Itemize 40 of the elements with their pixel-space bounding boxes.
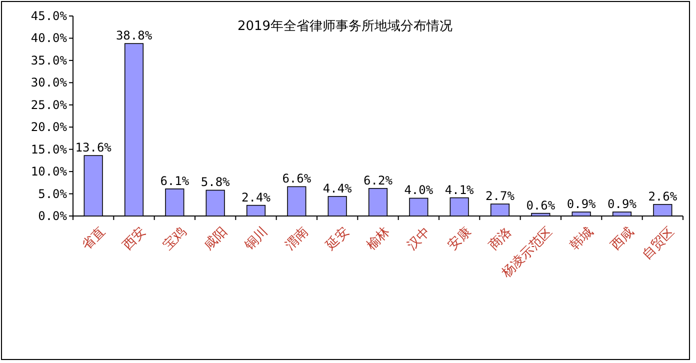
x-tick-label: 商洛 xyxy=(486,224,516,254)
data-label: 6.1% xyxy=(160,174,190,188)
x-tick-label: 安康 xyxy=(444,224,474,254)
x-tick-label: 咸阳 xyxy=(201,224,230,254)
y-tick-label: 30.0% xyxy=(30,76,68,90)
data-label: 38.8% xyxy=(116,28,153,43)
data-label: 0.6% xyxy=(526,198,556,212)
data-label: 2.7% xyxy=(486,189,516,203)
y-tick-label: 40.0% xyxy=(30,31,68,46)
x-tick-label: 榆林 xyxy=(364,224,394,254)
x-tick-label: 西咸 xyxy=(608,224,638,254)
data-label: 0.9% xyxy=(608,197,638,211)
data-label: 2.4% xyxy=(242,190,272,204)
data-label: 13.6% xyxy=(75,140,112,155)
data-label: 6.2% xyxy=(364,173,394,188)
x-tick-label: 延安 xyxy=(322,224,352,254)
y-tick-label: 5.0% xyxy=(38,186,68,201)
x-tick-label: 渭南 xyxy=(282,224,312,254)
y-tick-label: 10.0% xyxy=(30,164,68,179)
y-tick-label: 15.0% xyxy=(30,142,68,156)
y-tick-label: 25.0% xyxy=(30,98,68,112)
x-tick-label: 铜川 xyxy=(241,224,272,254)
data-label: 5.8% xyxy=(200,175,231,190)
x-tick-label: 宝鸡 xyxy=(160,224,190,254)
data-label: 2.6% xyxy=(648,189,678,204)
x-tick-label: 韩城 xyxy=(567,224,596,254)
x-tick-label: 汉中 xyxy=(404,224,434,254)
x-tick-label: 西安 xyxy=(119,224,150,254)
data-label: 4.1% xyxy=(444,182,475,197)
data-label: 4.0% xyxy=(404,183,434,198)
data-label: 4.4% xyxy=(322,181,353,196)
x-tick-label: 省直 xyxy=(79,224,108,254)
y-tick-label: 35.0% xyxy=(30,53,68,68)
y-tick-label: 0.0% xyxy=(38,209,68,223)
y-tick-label: 20.0% xyxy=(30,120,68,134)
x-tick-label: 自贸区 xyxy=(640,224,678,263)
data-label: 6.6% xyxy=(282,172,312,186)
data-label: 0.9% xyxy=(566,197,597,211)
y-tick-label: 45.0% xyxy=(30,9,68,23)
chart-title: 2019年全省律师事务所地域分布情况 xyxy=(237,19,453,34)
